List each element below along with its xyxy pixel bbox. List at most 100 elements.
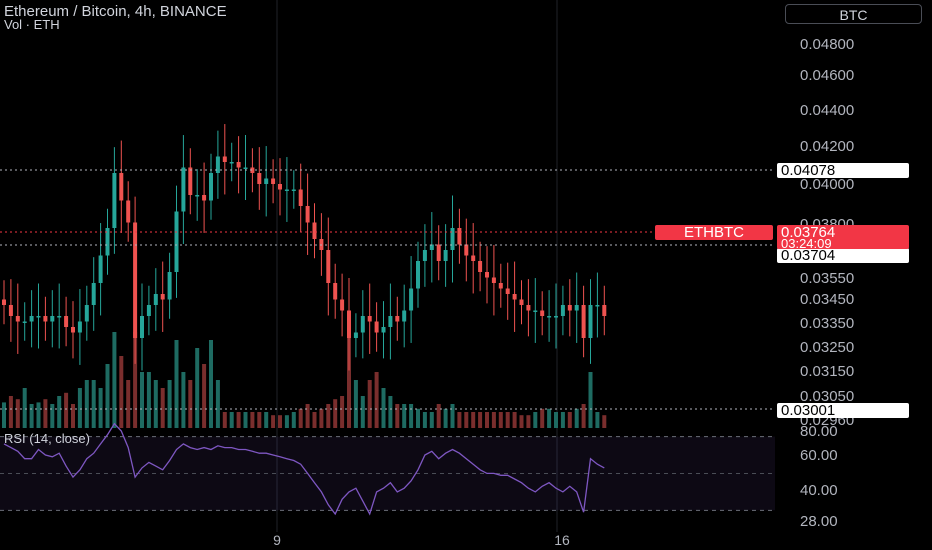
candle-body <box>209 173 213 201</box>
volume-bar <box>326 404 331 428</box>
candle-body <box>533 310 538 312</box>
candle-body <box>271 178 276 184</box>
high-price-tag-bg <box>777 163 909 178</box>
volume-bar <box>340 396 345 428</box>
volume-bar <box>312 412 317 428</box>
volume-bar <box>512 412 517 428</box>
candle-body <box>126 200 131 223</box>
time-axis-label: 16 <box>554 532 570 548</box>
candle-body <box>540 310 545 316</box>
candle-body <box>547 316 552 318</box>
volume-bar <box>374 372 379 428</box>
volume-bar <box>167 380 172 428</box>
candle-body <box>443 250 448 261</box>
volume-bar <box>257 412 262 428</box>
candle-body <box>98 255 103 283</box>
candle-countdown: 03:24:09 <box>781 236 832 251</box>
volume-bar <box>8 396 13 428</box>
rsi-axis-label: 28.00 <box>800 513 838 530</box>
candle-body <box>264 178 269 184</box>
price-axis-label: 0.03450 <box>800 291 854 308</box>
candle-body <box>167 272 172 300</box>
volume-bar <box>222 412 227 428</box>
volume-bar <box>50 404 55 428</box>
candle-body <box>22 321 27 323</box>
volume-bar <box>236 412 241 428</box>
volume-bar <box>422 412 427 428</box>
candle-body <box>174 211 179 272</box>
volume-bar <box>57 396 62 428</box>
candlesticks <box>2 124 607 371</box>
price-axis-label: 0.04400 <box>800 102 854 119</box>
candle-body <box>160 294 165 300</box>
candle-body <box>112 173 117 228</box>
high-price-tag: 0.04078 <box>781 162 835 179</box>
candle-body <box>409 288 414 311</box>
volume-bar <box>602 415 607 428</box>
candle-body <box>512 294 517 300</box>
volume-price-tag-bg <box>777 403 909 418</box>
symbol-tag: ETHBTC <box>684 224 744 241</box>
volume-price-tag: 0.03001 <box>781 402 835 419</box>
volume-bar <box>429 412 434 428</box>
volume-bar <box>533 412 538 428</box>
volume-bar <box>547 408 552 428</box>
volume-bar <box>395 404 400 428</box>
candle-body <box>15 316 20 322</box>
volume-bar <box>22 388 27 428</box>
volume-bar <box>71 404 75 428</box>
rsi-axis-label: 60.00 <box>800 447 838 464</box>
volume-bar <box>64 392 69 428</box>
candle-body <box>305 206 310 223</box>
candle-body <box>250 167 255 173</box>
volume-legend: Vol · ETH <box>4 17 60 32</box>
candle-body <box>367 316 372 322</box>
candle-body <box>229 162 234 164</box>
volume-bar <box>319 408 324 428</box>
volume-bar <box>471 412 476 428</box>
candle-body <box>153 294 158 305</box>
volume-bar <box>84 380 89 428</box>
candle-body <box>450 228 455 250</box>
candle-body <box>588 305 593 338</box>
candle-body <box>395 316 400 322</box>
volume-bar <box>181 372 186 428</box>
volume-bar <box>567 412 572 428</box>
volume-bar <box>402 404 407 428</box>
price-axis[interactable]: 0.048000.046000.044000.042000.040000.038… <box>273 36 854 548</box>
volume-bar <box>560 412 565 428</box>
volume-bar <box>381 388 386 428</box>
volume-bar <box>278 415 282 428</box>
low-price-tag-bg <box>777 248 909 263</box>
candle-body <box>554 316 558 318</box>
candle-body <box>429 244 434 250</box>
candle-body <box>347 310 351 338</box>
price-axis-label: 0.04600 <box>800 67 854 84</box>
current-price-tag: 0.03764 <box>781 224 835 241</box>
volume-bar <box>347 324 351 428</box>
candle-body <box>243 167 248 169</box>
candle-body <box>464 244 469 256</box>
volume-bar <box>264 412 269 428</box>
volume-bar <box>595 412 600 428</box>
volume-bar <box>146 372 151 428</box>
volume-bar <box>388 396 393 428</box>
candle-body <box>602 305 607 316</box>
volume-bar <box>112 332 117 428</box>
candle-body <box>105 228 110 256</box>
candle-body <box>291 189 296 191</box>
price-level-lines <box>0 169 775 410</box>
rsi-line <box>3 422 605 516</box>
candle-body <box>36 316 41 318</box>
volume-bar <box>36 402 41 428</box>
volume-bar <box>574 408 579 428</box>
volume-bar <box>526 415 531 428</box>
candle-body <box>29 316 34 322</box>
volume-bar <box>15 399 20 428</box>
volume-bar <box>188 380 193 428</box>
candle-body <box>471 255 476 261</box>
volume-bar <box>153 380 158 428</box>
currency-button[interactable]: BTC <box>785 4 922 24</box>
volume-bar <box>505 412 510 428</box>
